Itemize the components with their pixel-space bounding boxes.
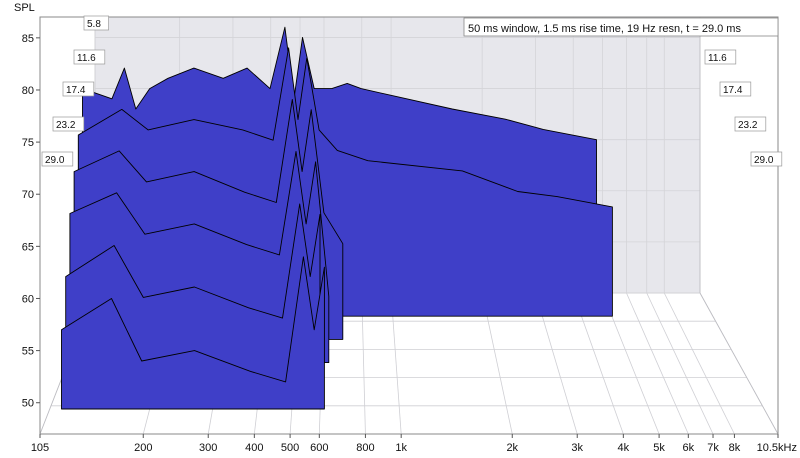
x-tick-label: 600: [310, 442, 328, 454]
time-tick-label-left: 5.8: [87, 19, 101, 30]
plot-border: [39, 16, 779, 435]
y-tick-label: 70: [22, 189, 34, 201]
x-tick-label: 1k: [395, 442, 407, 454]
y-axis-label: SPL: [14, 2, 35, 14]
y-tick-label: 50: [22, 398, 34, 410]
time-tick-label-left: 23.2: [56, 120, 76, 131]
x-tick-label: 7k: [707, 442, 719, 454]
x-tick-label: 3k: [571, 442, 583, 454]
x-tick-label: 105: [31, 442, 49, 454]
x-tick-label: 4k: [618, 442, 630, 454]
time-tick-label-right: 17.4: [723, 85, 743, 96]
floor-gridline: [626, 292, 689, 435]
y-axis-ticks: 50 55 60 65 70 75 80 85: [22, 33, 40, 410]
y-tick-label: 80: [22, 85, 34, 97]
time-tick-box: [734, 116, 767, 132]
time-axis-ticks: 5.8 11.6 11.6 17.4 17.4 23.2 23.2 29.0 29.0: [41, 15, 783, 167]
x-tick-label: 800: [356, 442, 374, 454]
time-tick-label-right: 23.2: [738, 120, 758, 131]
x-tick-label: 6k: [683, 442, 695, 454]
time-tick-label-right: 11.6: [708, 53, 727, 64]
time-tick-box: [62, 81, 95, 97]
y-tick-label: 55: [22, 346, 34, 358]
time-tick-label-left: 11.6: [77, 53, 96, 64]
y-tick-label: 85: [22, 33, 34, 45]
time-tick-label-left: 29.0: [45, 155, 65, 166]
plot-frame: [39, 16, 779, 435]
title-box: [463, 17, 779, 37]
x-tick-label: 400: [245, 442, 263, 454]
x-tick-label: 10.5kHz: [757, 442, 797, 454]
y-tick-label: 60: [22, 293, 34, 305]
waterfall-slices: [61, 26, 613, 410]
time-tick-label-right: 29.0: [754, 155, 774, 166]
chart-title: 50 ms window, 1.5 ms rise time, 19 Hz re…: [468, 23, 741, 35]
floor-gridline: [663, 292, 735, 435]
time-tick-label-left: 17.4: [66, 85, 86, 96]
time-tick-box: [719, 81, 752, 97]
y-tick-label: 65: [22, 241, 34, 253]
x-tick-label: 200: [134, 442, 152, 454]
time-tick-box: [52, 116, 85, 132]
x-tick-label: 500: [281, 442, 299, 454]
waterfall-slice: [61, 256, 325, 410]
time-tick-box: [83, 15, 109, 31]
y-tick-label: 75: [22, 137, 34, 149]
x-tick-label: 300: [199, 442, 217, 454]
wall-edge: [699, 292, 779, 435]
x-tick-label: 2k: [506, 442, 518, 454]
x-tick-label: 5k: [653, 442, 665, 454]
time-tick-box: [73, 49, 106, 65]
time-tick-box: [41, 151, 74, 167]
time-tick-box: [704, 49, 737, 65]
x-axis-ticks: 105 200 300 400 500 600 800 1k 2k 3k 4k 5k 6k 7k 8k 10.…: [31, 434, 797, 454]
x-tick-label: 8k: [729, 442, 741, 454]
floor-gridline: [646, 292, 714, 435]
time-tick-box: [750, 151, 783, 167]
